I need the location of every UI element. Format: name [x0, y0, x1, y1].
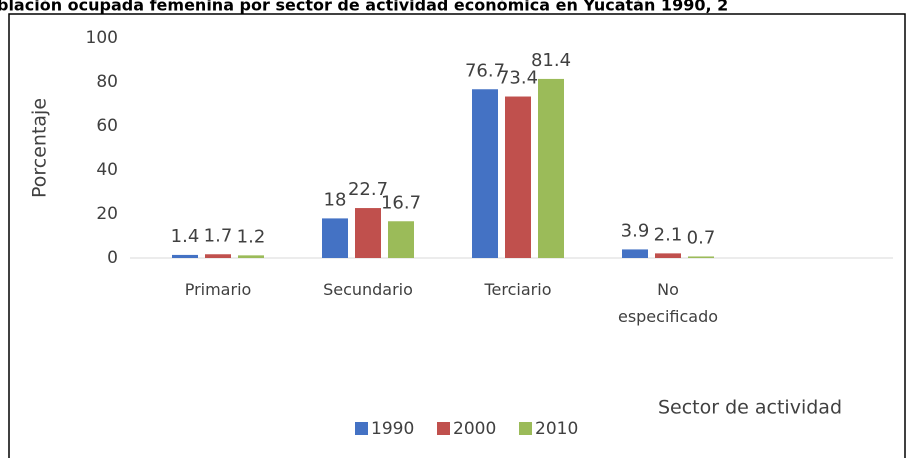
legend-swatch	[519, 422, 532, 435]
data-label: 76.7	[465, 60, 505, 81]
bar	[655, 253, 681, 258]
bar	[172, 254, 198, 258]
chart-frame	[8, 13, 906, 458]
x-tick-label: Primario	[184, 280, 252, 299]
data-label: 73.4	[498, 68, 538, 89]
bar	[538, 78, 564, 258]
bar	[205, 254, 231, 258]
legend-label: 2000	[453, 419, 496, 439]
legend-label: 2010	[535, 419, 578, 439]
data-label: 3.9	[621, 220, 650, 241]
bar	[472, 89, 498, 258]
data-label: 22.7	[348, 179, 388, 200]
y-tick-label: 20	[96, 204, 118, 224]
data-label: 18	[324, 189, 347, 210]
legend-label: 1990	[371, 419, 414, 439]
data-label: 16.7	[381, 192, 421, 213]
bar	[688, 256, 714, 258]
bar	[388, 221, 414, 258]
y-tick-label: 100	[86, 28, 118, 48]
bar	[622, 249, 648, 258]
y-tick-label: 80	[96, 72, 118, 92]
y-tick-label: 0	[107, 248, 118, 268]
x-axis-title: Sector de actividad	[658, 397, 842, 419]
x-tick-label: No especificado	[617, 280, 719, 326]
x-tick-label: Terciario	[484, 280, 552, 299]
bar	[238, 255, 264, 258]
bar	[505, 96, 531, 259]
data-label: 1.7	[204, 225, 233, 246]
data-label: 0.7	[687, 227, 716, 248]
y-tick-label: 40	[96, 160, 118, 180]
y-axis-title: Porcentaje	[29, 98, 51, 198]
chart-title: oblación ocupada femenina por sector de …	[0, 0, 728, 15]
y-tick-label: 60	[96, 116, 118, 136]
data-label: 81.4	[531, 50, 571, 71]
bar	[355, 208, 381, 258]
bar	[322, 218, 348, 258]
data-label: 2.1	[654, 224, 683, 245]
legend-swatch	[437, 422, 450, 435]
data-label: 1.4	[171, 226, 200, 247]
x-tick-label: Secundario	[323, 280, 413, 299]
legend-swatch	[355, 422, 368, 435]
data-label: 1.2	[237, 226, 266, 247]
